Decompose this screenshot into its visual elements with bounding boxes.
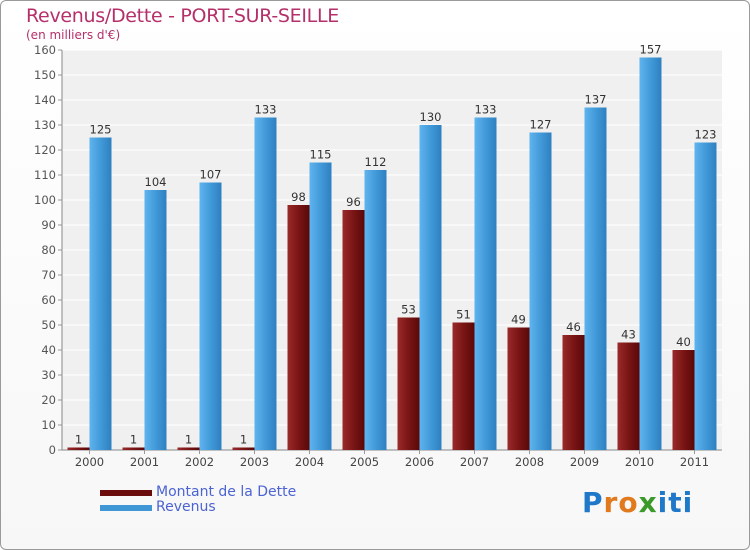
data-label-revenue: 137 (585, 93, 607, 107)
y-tick-label: 80 (41, 243, 56, 257)
data-label-revenue: 133 (255, 103, 277, 117)
x-tick-label: 2006 (405, 455, 434, 469)
bar-revenue (419, 125, 442, 450)
data-label-revenue: 107 (200, 168, 222, 182)
data-label-debt: 53 (401, 303, 416, 317)
y-tick-label: 70 (41, 268, 56, 282)
data-label-debt: 40 (676, 335, 691, 349)
bar-debt (122, 447, 145, 450)
bar-debt (507, 327, 530, 450)
bar-revenue (254, 117, 277, 450)
bar-debt (617, 342, 640, 450)
data-label-debt: 98 (291, 190, 306, 204)
y-tick-label: 140 (34, 93, 56, 107)
x-tick-label: 2002 (185, 455, 214, 469)
data-label-debt: 46 (566, 320, 581, 334)
logo-letter: o (618, 486, 639, 519)
data-label-revenue: 123 (695, 128, 717, 142)
data-label-debt: 1 (185, 433, 192, 447)
data-label-debt: 51 (456, 308, 471, 322)
y-tick-label: 100 (34, 193, 56, 207)
y-tick-label: 130 (34, 118, 56, 132)
y-tick-label: 40 (41, 343, 56, 357)
y-tick-label: 110 (34, 168, 56, 182)
data-label-revenue: 127 (530, 118, 552, 132)
data-label-debt: 1 (240, 433, 247, 447)
logo-letter: i (682, 486, 694, 519)
y-tick-label: 20 (41, 393, 56, 407)
data-label-debt: 49 (511, 313, 526, 327)
x-tick-label: 2007 (460, 455, 489, 469)
bar-debt (67, 447, 90, 450)
y-tick-label: 160 (34, 43, 56, 57)
y-tick-label: 50 (41, 318, 56, 332)
data-label-revenue: 133 (475, 103, 497, 117)
x-tick-label: 2009 (570, 455, 599, 469)
logo-letter: r (603, 486, 619, 519)
y-tick-label: 30 (41, 368, 56, 382)
bar-revenue (529, 132, 552, 450)
bar-revenue (584, 107, 607, 450)
data-label-debt: 1 (75, 433, 82, 447)
data-label-revenue: 115 (310, 148, 332, 162)
x-tick-label: 2010 (625, 455, 654, 469)
bar-revenue (199, 182, 222, 450)
data-label-revenue: 104 (145, 175, 167, 189)
x-tick-label: 2004 (295, 455, 324, 469)
bar-revenue (364, 170, 387, 450)
x-tick-label: 2008 (515, 455, 544, 469)
chart-title: Revenus/Dette - PORT-SUR-SEILLE (26, 5, 339, 27)
bar-debt (232, 447, 255, 450)
bar-revenue (144, 190, 167, 450)
legend-swatch-revenue (100, 505, 152, 511)
bar-debt (287, 205, 310, 450)
logo-letter: i (657, 486, 669, 519)
legend-label-revenue: Revenus (156, 499, 216, 515)
x-tick-label: 2003 (240, 455, 269, 469)
bar-debt (452, 322, 475, 450)
bar-revenue (694, 142, 717, 450)
bar-revenue (89, 137, 112, 450)
data-label-debt: 1 (130, 433, 137, 447)
data-label-debt: 96 (346, 195, 361, 209)
bar-debt (672, 350, 695, 450)
proxiti-logo: Proxiti (582, 486, 693, 519)
data-label-revenue: 125 (90, 123, 112, 137)
data-label-debt: 43 (621, 328, 636, 342)
x-tick-label: 2011 (680, 455, 709, 469)
y-tick-label: 60 (41, 293, 56, 307)
legend-label-debt: Montant de la Dette (156, 484, 297, 500)
bar-debt (562, 335, 585, 450)
logo-letter: x (638, 486, 658, 519)
y-tick-label: 120 (34, 143, 56, 157)
bar-debt (397, 317, 420, 450)
y-tick-label: 90 (41, 218, 56, 232)
chart-subtitle: (en milliers d'€) (26, 28, 121, 42)
bar-debt (342, 210, 365, 450)
y-tick-label: 10 (41, 418, 56, 432)
y-tick-label: 150 (34, 68, 56, 82)
bar-revenue (309, 162, 332, 450)
x-tick-label: 2005 (350, 455, 379, 469)
data-label-revenue: 157 (640, 43, 662, 57)
logo-letter: t (668, 486, 683, 519)
bar-revenue (639, 57, 662, 450)
logo-letter: P (582, 486, 604, 519)
data-label-revenue: 130 (420, 110, 442, 124)
bar-debt (177, 447, 200, 450)
bar-revenue (474, 117, 497, 450)
x-tick-label: 2001 (130, 455, 159, 469)
legend-swatch-debt (100, 490, 152, 496)
data-label-revenue: 112 (365, 155, 387, 169)
y-tick-label: 0 (49, 443, 56, 457)
x-tick-label: 2000 (75, 455, 104, 469)
